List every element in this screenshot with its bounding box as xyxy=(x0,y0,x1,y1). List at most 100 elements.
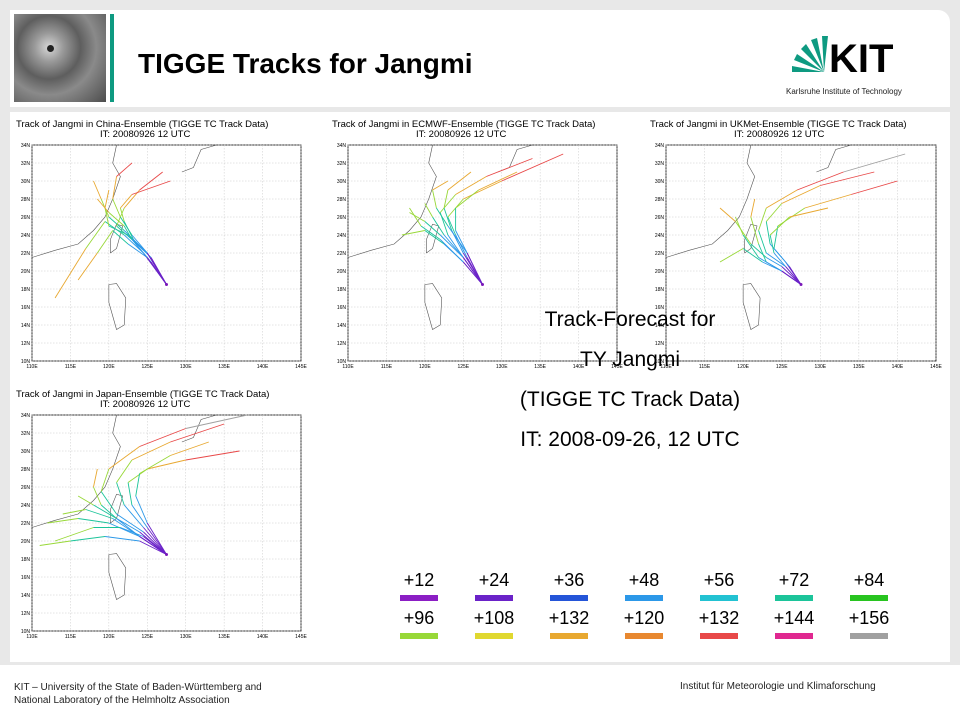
chart-subtitle: IT: 20080926 12 UTC xyxy=(416,129,506,140)
x-tick-label: 120E xyxy=(737,364,749,370)
taiwan-coast xyxy=(110,493,124,524)
track-segment xyxy=(116,513,144,533)
track-segment xyxy=(773,248,790,267)
track-segment xyxy=(120,527,144,537)
track-start-point xyxy=(481,283,484,286)
legend-item: +56 xyxy=(684,570,754,601)
track-segment xyxy=(131,180,171,195)
track-segment xyxy=(93,486,102,506)
track-segment xyxy=(135,473,141,497)
track-segment xyxy=(93,180,102,200)
track-segment xyxy=(432,189,437,209)
luzon-coast xyxy=(108,283,127,330)
track-segment xyxy=(127,482,133,506)
coastline xyxy=(665,144,756,258)
x-tick-label: 135E xyxy=(853,364,865,370)
y-tick-label: 18N xyxy=(21,287,31,293)
luzon-coast xyxy=(108,553,127,600)
japan-coast xyxy=(181,144,217,173)
track-segment xyxy=(131,504,148,528)
y-tick-label: 32N xyxy=(655,161,665,167)
track-segment xyxy=(750,216,760,245)
legend-swatch xyxy=(775,595,813,601)
track-segment xyxy=(100,491,117,515)
track-segment xyxy=(120,194,133,209)
x-tick-label: 125E xyxy=(457,364,469,370)
legend-swatch xyxy=(625,633,663,639)
footer-left: KIT – University of the State of Baden-W… xyxy=(14,681,262,707)
track-segment xyxy=(131,441,171,461)
x-tick-label: 145E xyxy=(295,364,307,370)
track-segment xyxy=(127,243,148,258)
track-segment xyxy=(93,504,117,519)
track-segment xyxy=(439,212,449,236)
track-segment xyxy=(785,266,802,285)
track-segment xyxy=(447,216,457,236)
y-tick-label: 18N xyxy=(21,557,31,563)
coastline xyxy=(31,144,121,258)
taiwan-coast xyxy=(110,223,124,254)
coastline xyxy=(347,144,437,258)
track-segment xyxy=(116,162,133,177)
track-segment xyxy=(96,198,110,213)
y-tick-label: 26N xyxy=(655,215,665,221)
taiwan-coast xyxy=(744,223,758,254)
track-line xyxy=(54,527,167,555)
y-tick-label: 26N xyxy=(21,485,31,491)
chart-subtitle: IT: 20080926 12 UTC xyxy=(734,129,824,140)
x-tick-label: 145E xyxy=(295,634,307,640)
track-segment xyxy=(455,176,487,195)
track-segment xyxy=(478,171,518,191)
chart-title: Track of Jangmi in ECMWF-Ensemble (TIGGE… xyxy=(332,119,595,130)
track-segment xyxy=(719,248,744,263)
track-segment xyxy=(758,230,767,254)
y-tick-label: 24N xyxy=(655,233,665,239)
coastline xyxy=(31,414,121,528)
track-segment xyxy=(781,270,802,285)
track-segment xyxy=(104,536,140,542)
y-tick-label: 12N xyxy=(21,611,31,617)
y-tick-label: 30N xyxy=(21,449,31,455)
kit-logo-text: KIT xyxy=(829,37,893,81)
legend-swatch xyxy=(550,633,588,639)
chart-title: Track of Jangmi in Japan-Ensemble (TIGGE… xyxy=(16,389,269,400)
luzon-coast xyxy=(424,283,443,330)
x-tick-label: 115E xyxy=(65,364,77,370)
track-segment xyxy=(123,225,133,240)
plot-frame xyxy=(347,144,618,362)
track-segment xyxy=(139,455,171,474)
track-segment xyxy=(70,536,106,542)
x-tick-label: 140E xyxy=(573,364,585,370)
legend-item: +132 xyxy=(684,608,754,639)
track-segment xyxy=(77,495,94,506)
y-tick-label: 14N xyxy=(337,323,347,329)
track-segment xyxy=(112,176,117,200)
track-segment xyxy=(139,536,167,555)
track-line xyxy=(100,414,248,555)
footer-left-line: KIT – University of the State of Baden-W… xyxy=(14,682,262,693)
track-segment xyxy=(96,230,114,254)
x-tick-label: 135E xyxy=(218,634,230,640)
track-line xyxy=(758,153,906,285)
info-line: (TIGGE TC Track Data) xyxy=(519,388,741,411)
track-segment xyxy=(439,234,464,258)
track-segment xyxy=(100,504,117,519)
y-tick-label: 32N xyxy=(21,431,31,437)
chart-title: Track of Jangmi in UKMet-Ensemble (TIGGE… xyxy=(650,119,907,130)
chart-title: Track of Jangmi in China-Ensemble (TIGGE… xyxy=(16,119,268,130)
track-line xyxy=(135,441,209,555)
legend-row-2: +96 +108 +132 +120 +132 +144 +156 xyxy=(384,608,904,646)
track-chart-ukmet: Track of Jangmi in UKMet-Ensemble (TIGGE… xyxy=(644,115,950,373)
legend-item: +108 xyxy=(459,608,529,639)
y-tick-label: 16N xyxy=(21,575,31,581)
track-segment xyxy=(401,230,425,236)
x-tick-label: 115E xyxy=(65,634,77,640)
track-line xyxy=(409,207,483,285)
track-segment xyxy=(719,207,736,222)
track-segment xyxy=(455,230,468,254)
kit-logo-subtitle: Karlsruhe Institute of Technology xyxy=(786,87,902,96)
legend-item: +72 xyxy=(759,570,829,601)
track-segment xyxy=(123,234,144,254)
y-tick-label: 16N xyxy=(337,305,347,311)
track-segment xyxy=(455,189,479,209)
